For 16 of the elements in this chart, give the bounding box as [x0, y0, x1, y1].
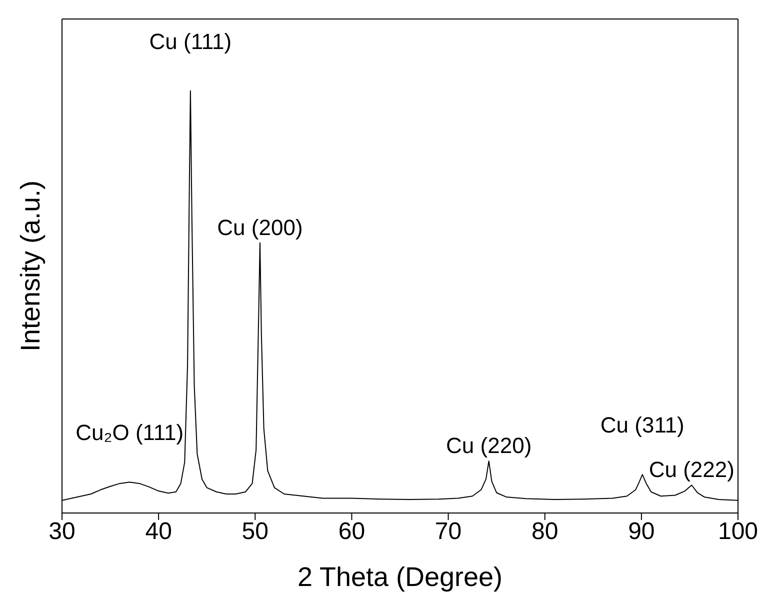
annotation: Cu (311)	[600, 412, 684, 438]
annotation: Cu (222)	[648, 457, 734, 482]
x-tick-label: 60	[338, 518, 366, 546]
x-tick-label: 80	[532, 518, 558, 546]
x-tick-label: 40	[145, 518, 172, 546]
x-tick-label: 90	[628, 518, 655, 546]
annotation: Cu (111)	[149, 28, 232, 54]
x-tick-label: 100	[718, 518, 758, 546]
annotation: Cu (220)	[446, 433, 532, 458]
y-axis-title: Intensity (a.u.)	[16, 180, 46, 352]
x-tick-label: 70	[434, 518, 462, 546]
x-axis-title: 2 Theta (Degree)	[297, 562, 503, 592]
x-tick-label: 30	[48, 518, 76, 546]
x-tick-label: 50	[242, 518, 268, 546]
annotation: Cu₂O (111)	[76, 420, 184, 446]
annotation: Cu (200)	[217, 214, 303, 240]
